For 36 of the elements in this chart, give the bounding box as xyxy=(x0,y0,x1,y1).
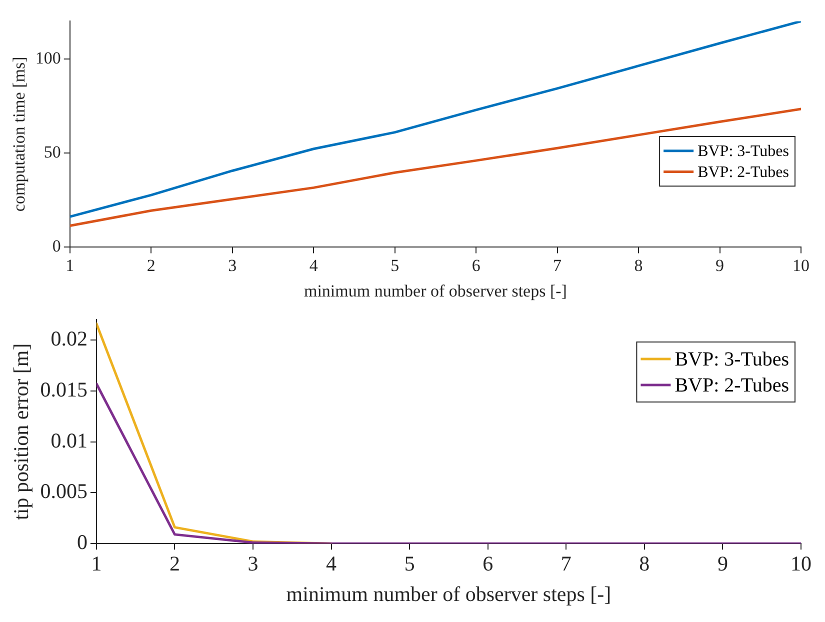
x-tick-label: 4 xyxy=(309,256,318,275)
x-tick-label: 3 xyxy=(228,256,237,275)
y-tick-label: 0.01 xyxy=(50,428,88,452)
x-tick-label: 6 xyxy=(482,552,494,576)
y-tick-label: 0 xyxy=(52,236,61,256)
x-tick-label: 9 xyxy=(717,552,728,576)
legend-label: BVP: 2-Tubes xyxy=(698,164,789,181)
x-tick-label: 8 xyxy=(639,552,650,576)
x-tick-label: 9 xyxy=(716,256,724,275)
x-tick-label: 4 xyxy=(326,552,338,576)
x-tick-label: 1 xyxy=(66,256,74,275)
x-axis-title: minimum number of observer steps [-] xyxy=(304,281,567,300)
x-tick-label: 6 xyxy=(472,256,480,275)
x-tick-label: 5 xyxy=(390,256,400,275)
x-tick-label: 3 xyxy=(248,552,258,576)
x-axis-title: minimum number of observer steps [-] xyxy=(286,582,612,606)
x-tick-label: 10 xyxy=(792,256,810,275)
x-tick-label: 1 xyxy=(91,552,102,576)
y-tick-label: 0.015 xyxy=(40,377,88,402)
y-tick-label: 0 xyxy=(76,530,88,554)
legend-label: BVP: 2-Tubes xyxy=(674,374,790,396)
x-tick-label: 5 xyxy=(404,552,415,576)
y-axis-title: tip position error [m] xyxy=(9,343,34,520)
y-tick-label: 0.02 xyxy=(50,326,88,350)
x-tick-label: 7 xyxy=(553,256,562,275)
x-tick-label: 10 xyxy=(790,552,812,576)
y-tick-label: 50 xyxy=(44,142,61,162)
y-axis-title: computation time [ms] xyxy=(10,56,29,212)
y-tick-label: 100 xyxy=(35,48,61,68)
legend-label: BVP: 3-Tubes xyxy=(674,348,790,370)
legend-label: BVP: 3-Tubes xyxy=(698,143,789,160)
x-tick-label: 7 xyxy=(560,552,572,576)
y-tick-label: 0.005 xyxy=(40,479,88,504)
x-tick-label: 2 xyxy=(146,256,156,275)
x-tick-label: 8 xyxy=(634,256,643,275)
x-tick-label: 2 xyxy=(169,552,180,576)
